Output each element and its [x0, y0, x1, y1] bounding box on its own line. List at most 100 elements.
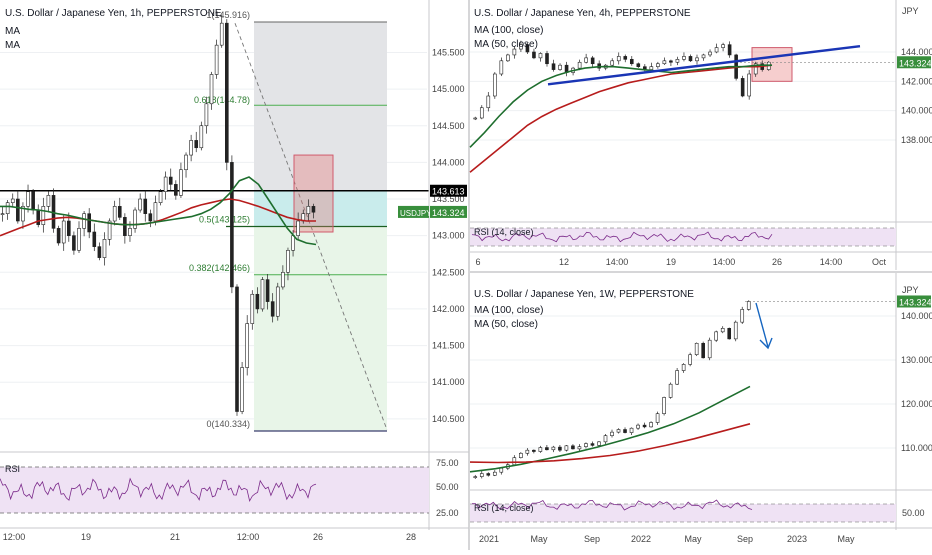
tr-body [590, 57, 595, 65]
br-candle [675, 368, 679, 385]
left-body [168, 176, 173, 185]
br-body [610, 431, 614, 436]
br-body [597, 441, 601, 446]
tr-candle [727, 41, 732, 58]
tr-y-unit: JPY [902, 6, 919, 16]
left-rsi-tick: 50.00 [436, 482, 459, 492]
br-body [675, 370, 679, 385]
price-tag-green [430, 205, 467, 218]
tr-candle [688, 54, 693, 63]
br-candle [564, 445, 569, 452]
left-rsi-tick: 75.00 [436, 458, 459, 468]
br-candle [701, 341, 705, 359]
left-body [77, 228, 81, 251]
br-rsi-label: RSI (14, close) [474, 503, 534, 513]
left-body [112, 206, 117, 222]
br-candle [571, 444, 575, 450]
tr-candle [629, 56, 634, 66]
br-candle [688, 352, 692, 367]
left-body [214, 44, 219, 75]
left-candle [174, 180, 178, 200]
left-y-tick: 142.000 [432, 304, 465, 314]
tr-candle [473, 116, 478, 121]
br-body [473, 476, 478, 478]
tr-body [616, 56, 621, 62]
left-candle [230, 155, 234, 294]
br-x-tick: Sep [737, 534, 753, 544]
left-candle [179, 162, 183, 198]
br-ma-label-1: MA (100, close) [474, 305, 543, 316]
br-body [525, 449, 530, 454]
br-body [577, 446, 582, 450]
left-body [245, 323, 249, 368]
br-candle [545, 445, 549, 451]
tr-candle [682, 52, 686, 62]
tr-x-tick: 19 [666, 257, 676, 267]
tr-body [499, 60, 504, 75]
tr-chart-title: U.S. Dollar / Japanese Yen, 4h, PEPPERST… [474, 8, 691, 19]
tr-candle [695, 54, 699, 65]
tr-candle [623, 54, 628, 63]
tr-body [551, 63, 556, 70]
br-body [590, 443, 595, 446]
trendline-4h [547, 44, 861, 86]
left-x-tick: 21 [170, 532, 180, 542]
br-body [688, 354, 692, 365]
tr-body [623, 56, 628, 60]
tr-body [714, 47, 719, 53]
br-candle [577, 444, 582, 452]
br-candle [492, 470, 497, 477]
br-body [499, 467, 504, 473]
left-body [16, 198, 20, 222]
tr-candle [506, 53, 510, 63]
br-body [629, 427, 634, 433]
left-body [286, 250, 290, 273]
left-candle [225, 19, 229, 171]
br-body [642, 424, 647, 428]
left-body [5, 202, 10, 214]
left-ma-label-1: MA [5, 26, 20, 37]
left-x-tick: 26 [313, 532, 323, 542]
left-candle [61, 215, 66, 251]
tr-body [753, 63, 758, 75]
br-body [551, 446, 556, 451]
tr-candle [662, 57, 667, 65]
left-body [143, 198, 148, 214]
br-rsi-line [471, 499, 753, 511]
left-body [209, 74, 214, 105]
down-arrow-icon [755, 302, 769, 348]
br-body [707, 339, 712, 359]
br-candle [662, 396, 666, 416]
br-candle [681, 363, 686, 373]
tr-candle [656, 61, 660, 69]
left-body [275, 286, 280, 317]
br-body [564, 445, 569, 451]
tr-candle [616, 52, 621, 65]
br-candle [610, 429, 614, 438]
tr-candle [493, 72, 497, 99]
left-candle [214, 39, 219, 79]
left-candle [0, 206, 5, 222]
br-body [519, 452, 523, 458]
tr-body [629, 59, 634, 65]
left-y-tick: 145.000 [432, 84, 465, 94]
left-body [230, 162, 234, 288]
left-candle [245, 315, 249, 376]
left-candle [158, 189, 163, 206]
br-body [740, 309, 745, 323]
br-candle [649, 421, 653, 428]
left-candle [163, 171, 168, 200]
left-y-axis [429, 0, 469, 550]
br-candle [714, 330, 718, 343]
tr-body [747, 73, 751, 97]
tr-body [721, 44, 725, 48]
tr-body [695, 57, 699, 62]
fib-label-0: 0(140.334) [206, 419, 250, 429]
left-body [250, 293, 255, 324]
left-candle [270, 293, 275, 323]
tr-body [506, 54, 510, 62]
left-body [56, 228, 61, 244]
left-body [117, 206, 122, 218]
